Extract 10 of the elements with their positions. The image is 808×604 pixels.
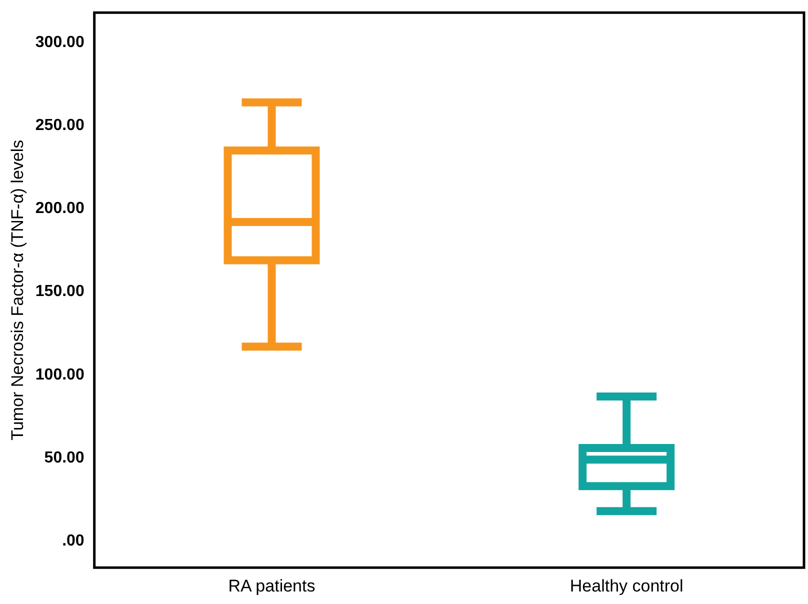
y-tick-label: 50.00 <box>44 449 84 466</box>
y-tick-label: 150.00 <box>35 283 84 300</box>
y-tick-label: 300.00 <box>35 34 84 51</box>
y-axis-title: Tumor Necrosis Factor-α (TNF-α) levels <box>8 140 27 440</box>
y-tick-label: .00 <box>62 532 84 550</box>
x-tick-label: Healthy control <box>570 576 684 596</box>
x-tick-label: RA patients <box>228 576 316 596</box>
y-tick-label: 250.00 <box>35 117 84 134</box>
y-tick-label: 100.00 <box>35 366 84 384</box>
y-tick-label: 200.00 <box>35 200 84 218</box>
